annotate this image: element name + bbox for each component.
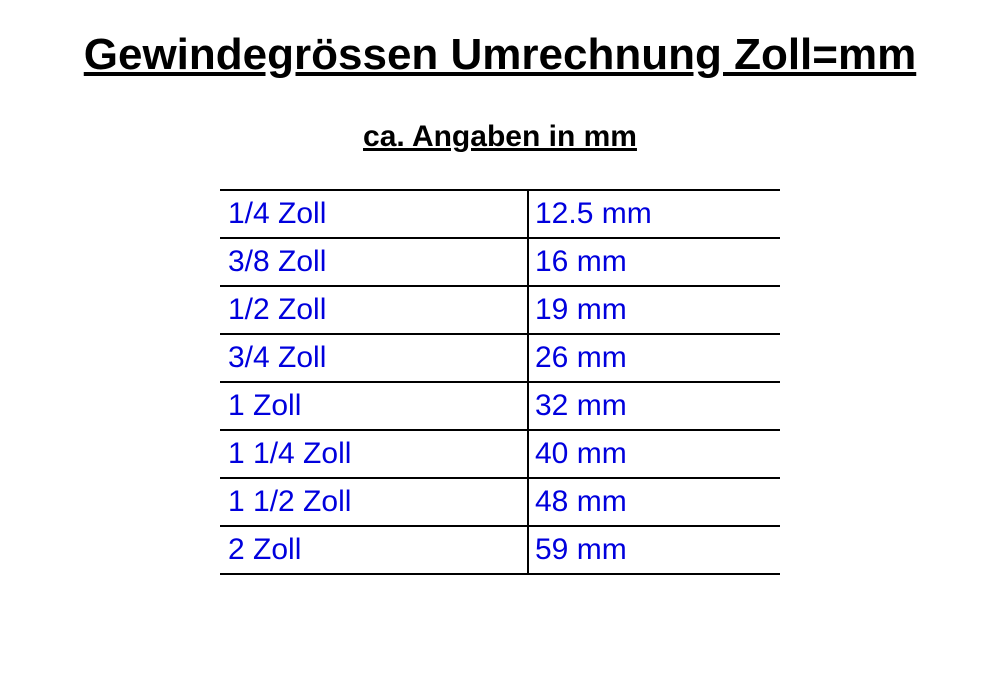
table-row: 1/2 Zoll 19 mm	[220, 286, 780, 334]
table-row: 3/4 Zoll 26 mm	[220, 334, 780, 382]
page-subtitle: ca. Angaben in mm	[0, 120, 1000, 154]
cell-zoll: 3/4 Zoll	[220, 334, 528, 382]
cell-zoll: 3/8 Zoll	[220, 238, 528, 286]
cell-zoll: 2 Zoll	[220, 526, 528, 574]
cell-mm: 48 mm	[528, 478, 780, 526]
cell-mm: 19 mm	[528, 286, 780, 334]
cell-mm: 16 mm	[528, 238, 780, 286]
cell-zoll: 1 1/2 Zoll	[220, 478, 528, 526]
cell-mm: 12.5 mm	[528, 190, 780, 238]
table-row: 1 Zoll 32 mm	[220, 382, 780, 430]
cell-zoll: 1/2 Zoll	[220, 286, 528, 334]
cell-mm: 26 mm	[528, 334, 780, 382]
table-row: 1 1/2 Zoll 48 mm	[220, 478, 780, 526]
table-row: 2 Zoll 59 mm	[220, 526, 780, 574]
table-wrapper: 1/4 Zoll 12.5 mm 3/8 Zoll 16 mm 1/2 Zoll…	[0, 189, 1000, 575]
cell-zoll: 1/4 Zoll	[220, 190, 528, 238]
cell-zoll: 1 1/4 Zoll	[220, 430, 528, 478]
cell-mm: 59 mm	[528, 526, 780, 574]
cell-zoll: 1 Zoll	[220, 382, 528, 430]
page-title: Gewindegrössen Umrechnung Zoll=mm	[0, 30, 1000, 80]
table-row: 1 1/4 Zoll 40 mm	[220, 430, 780, 478]
cell-mm: 32 mm	[528, 382, 780, 430]
cell-mm: 40 mm	[528, 430, 780, 478]
table-row: 1/4 Zoll 12.5 mm	[220, 190, 780, 238]
conversion-table: 1/4 Zoll 12.5 mm 3/8 Zoll 16 mm 1/2 Zoll…	[220, 189, 780, 575]
table-row: 3/8 Zoll 16 mm	[220, 238, 780, 286]
